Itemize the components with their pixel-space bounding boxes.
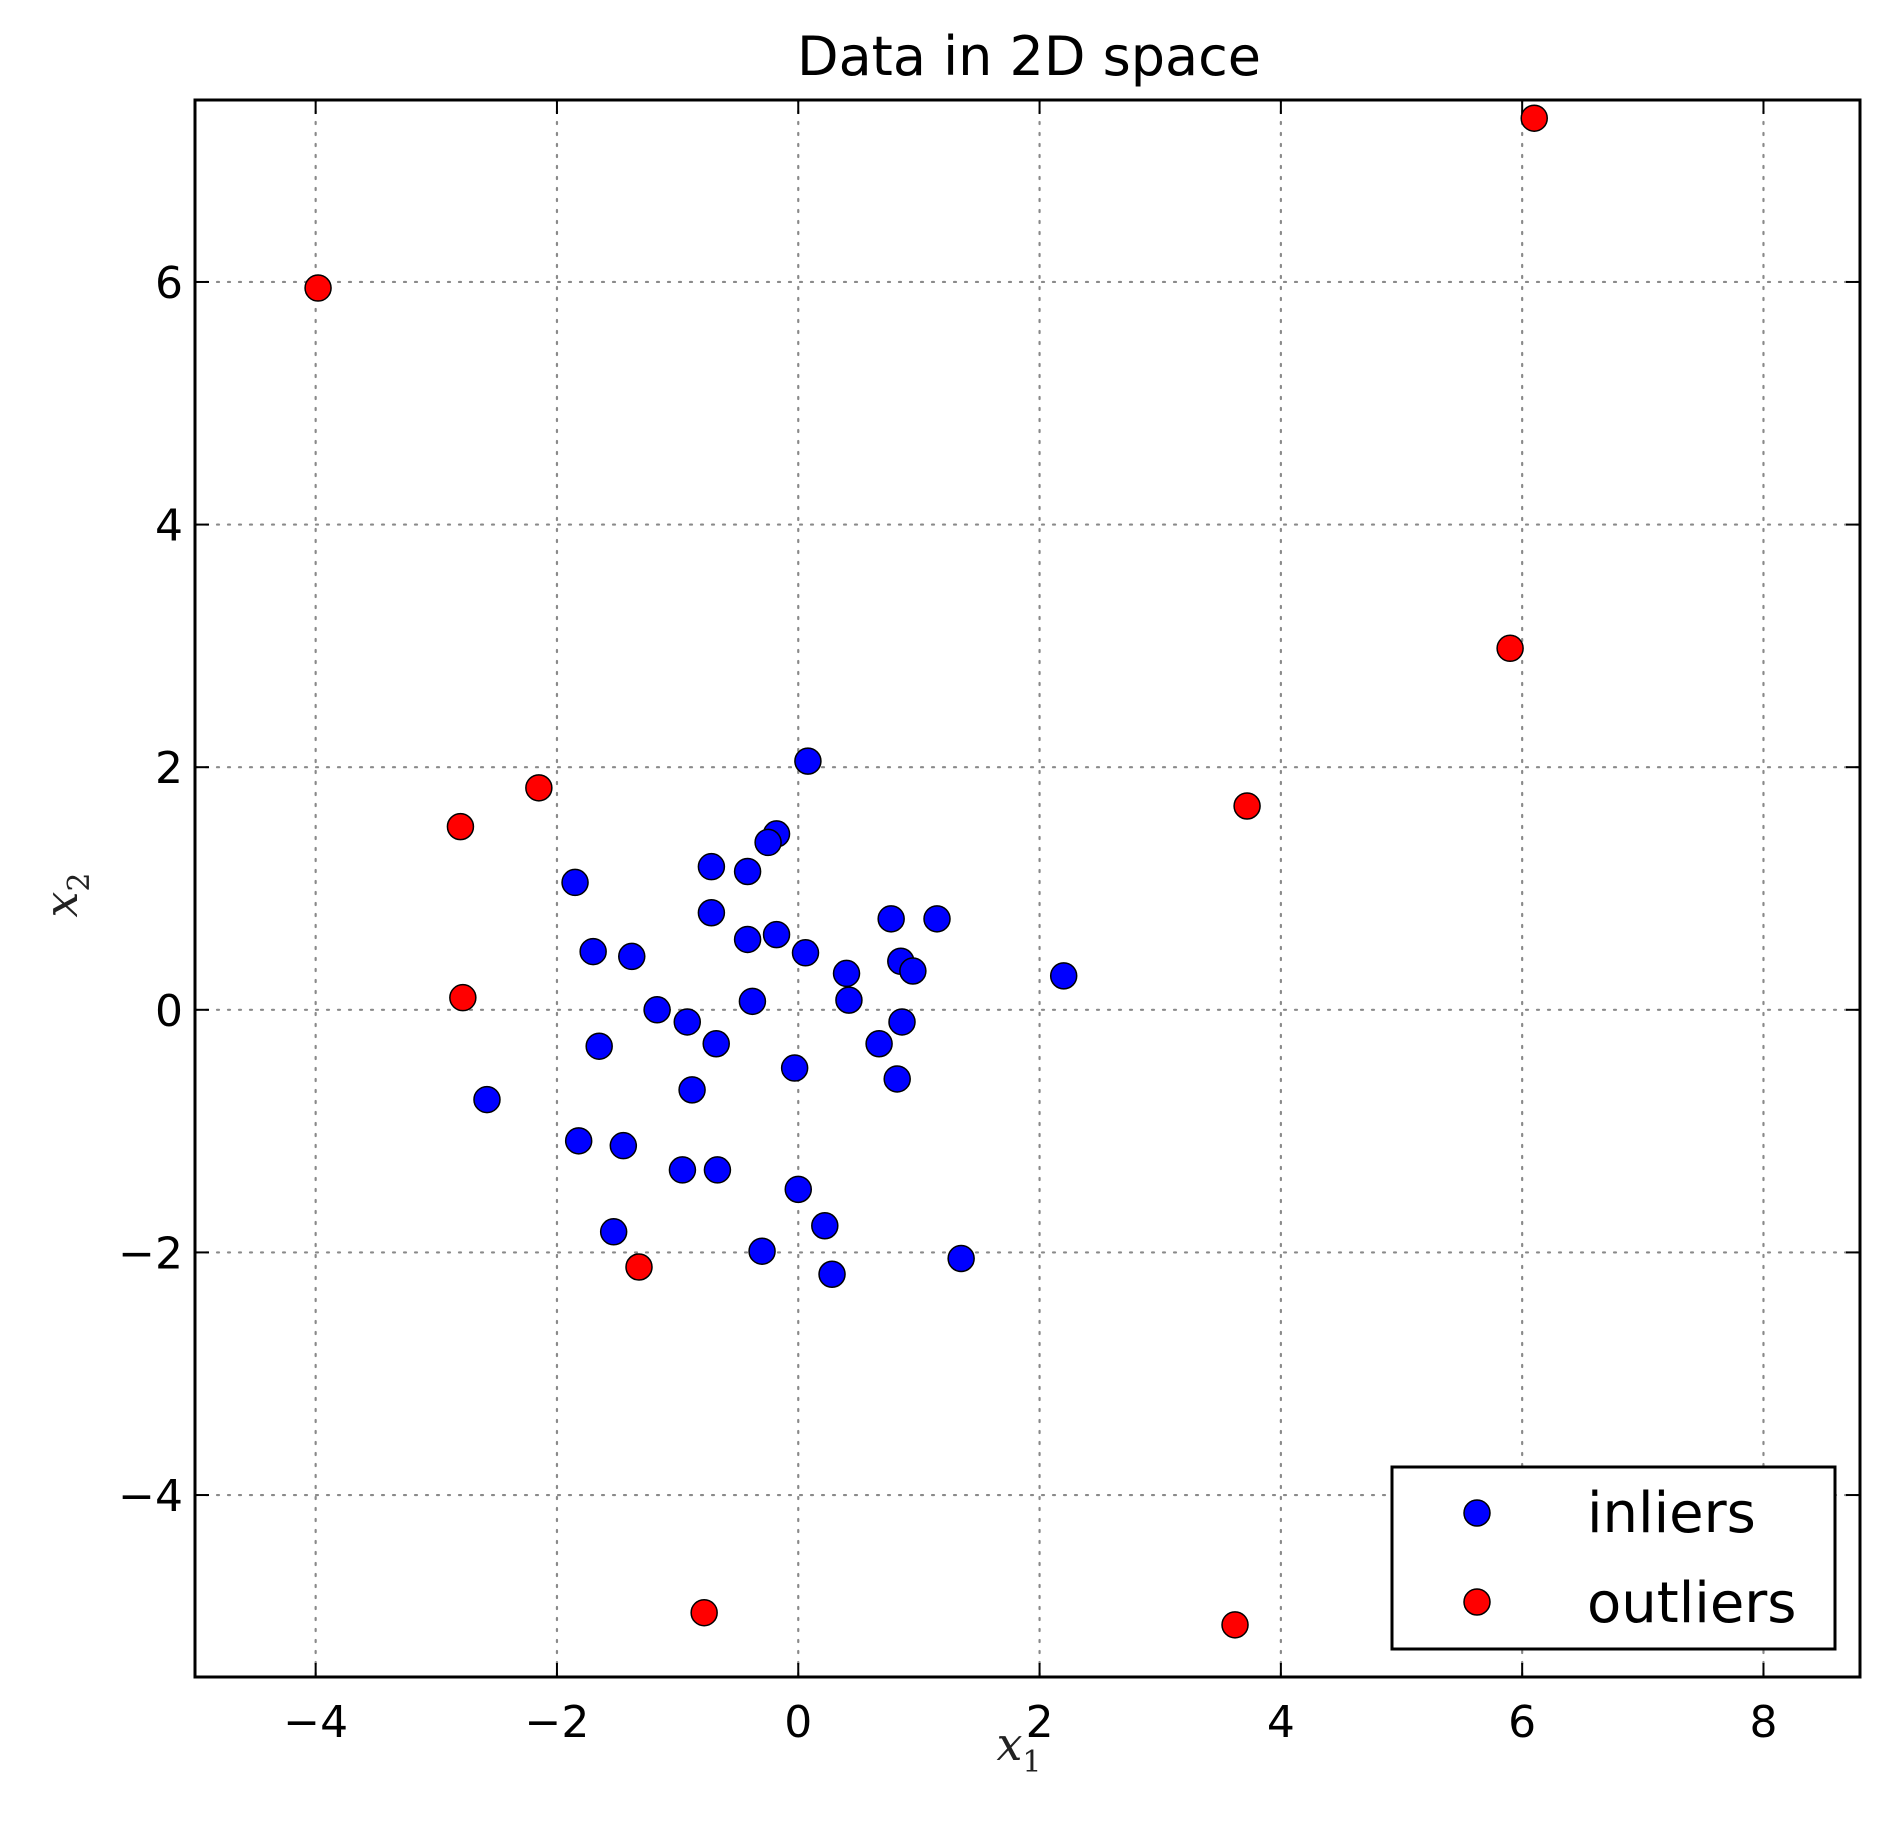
y-tick-label: −2 bbox=[118, 1228, 183, 1279]
point-inliers bbox=[703, 1156, 732, 1184]
point-inliers bbox=[1049, 962, 1078, 990]
legend-box bbox=[1390, 1465, 1837, 1651]
x-tick-label: 0 bbox=[784, 1697, 812, 1748]
x-tick-label: 8 bbox=[1749, 1697, 1777, 1748]
point-outliers bbox=[304, 274, 332, 302]
point-inliers bbox=[818, 1260, 846, 1289]
point-inliers bbox=[947, 1244, 975, 1273]
point-inliers bbox=[780, 1054, 809, 1082]
point-inliers bbox=[673, 1008, 702, 1036]
y-axis-label-subscript: 2 bbox=[62, 872, 97, 891]
y-tick-labels: −4 −2 0 2 4 6 bbox=[118, 258, 183, 1522]
y-tick-label: 4 bbox=[155, 501, 183, 552]
y-axis-label: x2 bbox=[34, 872, 97, 917]
point-inliers bbox=[791, 939, 820, 967]
point-inliers bbox=[609, 1131, 638, 1160]
point-inliers bbox=[811, 1211, 839, 1240]
point-inliers bbox=[883, 1065, 911, 1093]
legend-marker-outliers bbox=[1463, 1588, 1491, 1616]
x-tick-labels: −4 −2 0 2 4 6 8 bbox=[283, 1697, 1777, 1748]
point-outliers bbox=[1496, 634, 1524, 663]
y-tick-label: −4 bbox=[118, 1471, 183, 1522]
chart-title: Data in 2D space bbox=[797, 25, 1261, 88]
point-inliers bbox=[832, 959, 861, 988]
point-inliers bbox=[835, 986, 863, 1014]
x-tick-label: −4 bbox=[283, 1697, 348, 1748]
legend-label-outliers: outliers bbox=[1587, 1571, 1796, 1636]
x-tick-label: 4 bbox=[1267, 1697, 1295, 1748]
point-outliers bbox=[449, 983, 477, 1012]
y-axis-label-main: x bbox=[34, 892, 88, 918]
point-inliers bbox=[697, 852, 726, 881]
point-outliers bbox=[625, 1253, 653, 1281]
point-outliers bbox=[446, 812, 475, 841]
y-tick-label: 0 bbox=[155, 986, 183, 1037]
point-inliers bbox=[599, 1218, 628, 1246]
point-inliers bbox=[748, 1237, 776, 1265]
point-inliers bbox=[762, 920, 791, 949]
point-inliers bbox=[923, 905, 951, 933]
point-inliers bbox=[643, 996, 671, 1024]
point-inliers bbox=[678, 1076, 706, 1104]
point-inliers bbox=[738, 987, 767, 1016]
data-points bbox=[304, 104, 1548, 1639]
point-outliers bbox=[690, 1598, 718, 1627]
point-inliers bbox=[618, 942, 646, 971]
x-tick-label: −2 bbox=[525, 1697, 590, 1748]
point-inliers bbox=[564, 1127, 593, 1155]
legend: inliers outliers bbox=[1390, 1465, 1837, 1651]
y-tick-label: 2 bbox=[155, 743, 183, 794]
point-inliers bbox=[733, 925, 762, 954]
legend-marker-inliers bbox=[1463, 1499, 1491, 1527]
point-inliers bbox=[899, 957, 927, 985]
point-inliers bbox=[585, 1032, 613, 1060]
point-outliers bbox=[1233, 792, 1261, 820]
x-axis-label: x1 bbox=[996, 1717, 1041, 1780]
point-inliers bbox=[784, 1175, 813, 1204]
x-tick-label: 6 bbox=[1508, 1697, 1536, 1748]
point-inliers bbox=[702, 1030, 730, 1058]
point-inliers bbox=[579, 937, 607, 966]
point-outliers bbox=[525, 774, 553, 802]
point-inliers bbox=[754, 828, 782, 857]
point-inliers bbox=[561, 868, 589, 897]
point-inliers bbox=[733, 857, 762, 886]
point-outliers bbox=[1221, 1611, 1249, 1639]
point-inliers bbox=[865, 1030, 893, 1058]
grid-lines bbox=[193, 98, 1862, 1679]
x-axis-label-main: x bbox=[996, 1717, 1022, 1771]
point-inliers bbox=[877, 905, 905, 933]
legend-label-inliers: inliers bbox=[1587, 1481, 1756, 1546]
plot-frame bbox=[193, 98, 1862, 1679]
point-inliers bbox=[697, 899, 726, 927]
x-tick-label: 2 bbox=[1026, 1697, 1054, 1748]
point-outliers bbox=[1520, 104, 1548, 132]
point-inliers bbox=[473, 1085, 501, 1114]
x-axis-label-subscript: 1 bbox=[1022, 1745, 1041, 1780]
y-tick-label: 6 bbox=[155, 258, 183, 309]
point-inliers bbox=[888, 1008, 916, 1036]
point-inliers bbox=[668, 1156, 697, 1184]
point-inliers bbox=[794, 747, 822, 775]
axis-ticks bbox=[195, 100, 1860, 1677]
